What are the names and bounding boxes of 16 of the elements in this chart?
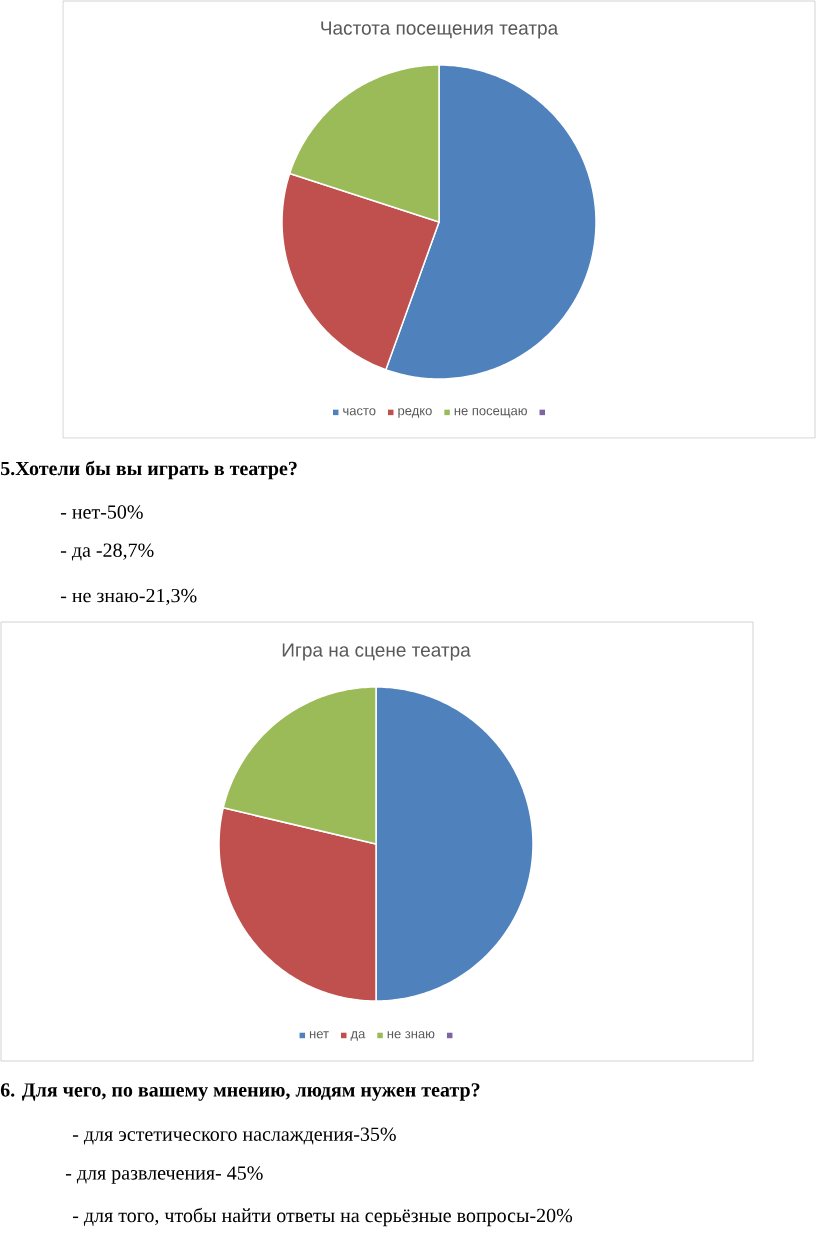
legend-label: редко: [398, 408, 432, 418]
legend-label: нет: [309, 1031, 329, 1039]
legend-label: не знаю: [387, 1031, 435, 1039]
legend-label: часто: [343, 408, 376, 416]
text: - да -28,7%: [60, 543, 154, 561]
legend-label: не посещаю: [454, 408, 527, 418]
chart-title: Игра на сцене театра: [282, 643, 471, 661]
chart-title: Частота посещения театра: [321, 21, 559, 39]
text: 6. Для чего, по вашему мнению, людям нужен театр?: [0, 1083, 480, 1101]
text: - нет-50%: [60, 505, 143, 519]
legend-label: да: [350, 1031, 366, 1041]
text: - для эстетического наслаждения-35%: [72, 1127, 396, 1145]
text: - для того, чтобы найти ответы на серьёзные вопросы-20%: [72, 1207, 573, 1227]
text: - не знаю-21,3%: [60, 588, 197, 606]
text: 5.Хотели бы вы играть в театре?: [1, 460, 297, 480]
text: - для развлечения- 45%: [65, 1166, 263, 1184]
